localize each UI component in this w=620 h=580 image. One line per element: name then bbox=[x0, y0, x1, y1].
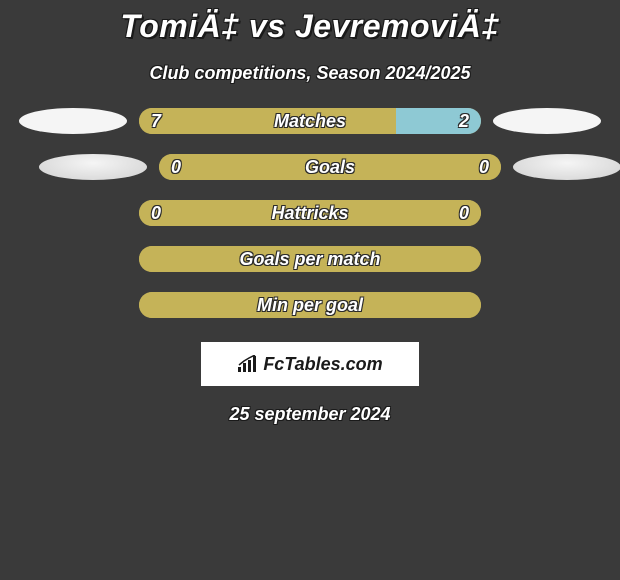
stat-row: 00Hattricks bbox=[0, 200, 620, 226]
stat-row: 00Goals bbox=[0, 154, 620, 180]
player-oval-left bbox=[19, 108, 127, 134]
chart-icon bbox=[237, 355, 259, 373]
player-oval-right bbox=[513, 154, 620, 180]
page-title: TomiÄ‡ vs JevremoviÄ‡ bbox=[0, 8, 620, 45]
stat-bar: 72Matches bbox=[139, 108, 481, 134]
logo: FcTables.com bbox=[237, 354, 382, 375]
comparison-chart: TomiÄ‡ vs JevremoviÄ‡ Club competitions,… bbox=[0, 0, 620, 425]
stat-label: Goals bbox=[159, 154, 501, 180]
stat-label: Matches bbox=[139, 108, 481, 134]
stat-label: Hattricks bbox=[139, 200, 481, 226]
page-subtitle: Club competitions, Season 2024/2025 bbox=[0, 63, 620, 84]
player-oval-left bbox=[39, 154, 147, 180]
stat-bar: 00Hattricks bbox=[139, 200, 481, 226]
stat-row: Min per goal bbox=[0, 292, 620, 318]
player-oval-right bbox=[493, 108, 601, 134]
logo-text: FcTables.com bbox=[263, 354, 382, 375]
stat-row: Goals per match bbox=[0, 246, 620, 272]
stat-rows: 72Matches 00Goals 00Hattricks Goals per mat… bbox=[0, 108, 620, 318]
stat-bar: Goals per match bbox=[139, 246, 481, 272]
stat-label: Goals per match bbox=[139, 246, 481, 272]
stat-row: 72Matches bbox=[0, 108, 620, 134]
stat-bar: 00Goals bbox=[159, 154, 501, 180]
stat-label: Min per goal bbox=[139, 292, 481, 318]
date-label: 25 september 2024 bbox=[0, 404, 620, 425]
stat-bar: Min per goal bbox=[139, 292, 481, 318]
logo-box: FcTables.com bbox=[201, 342, 419, 386]
